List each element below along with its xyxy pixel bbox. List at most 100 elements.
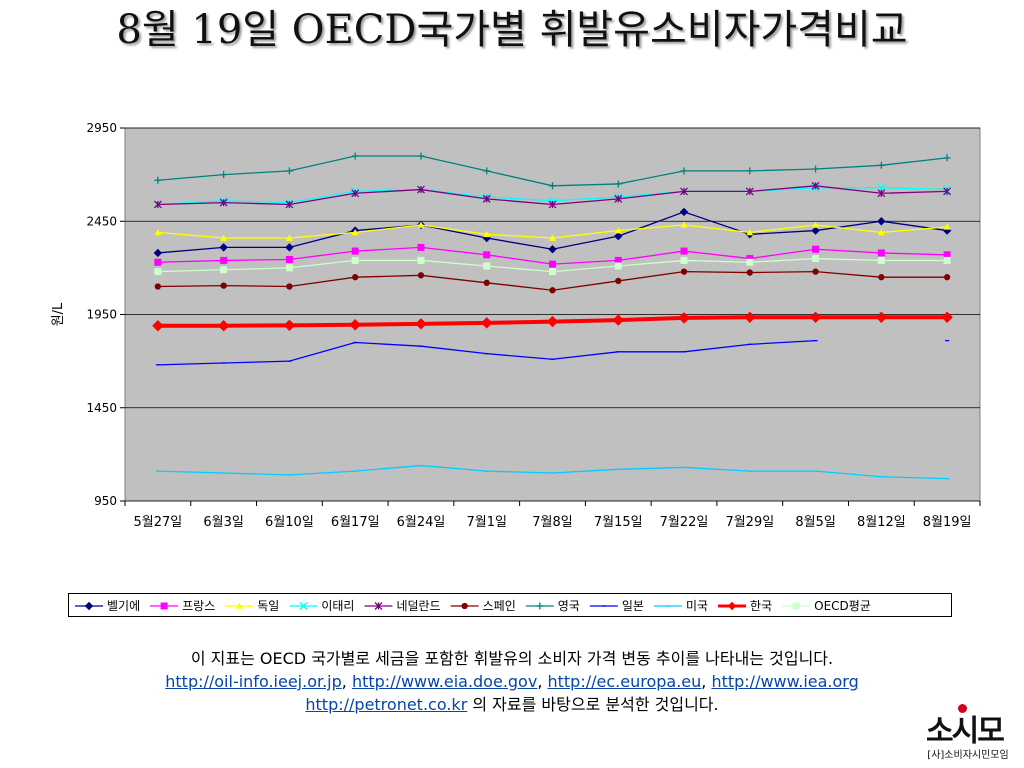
legend-label: 독일 [257,599,279,613]
data-point [941,311,953,324]
caption: 이 지표는 OECD 국가별로 세금을 포함한 휘발유의 소비자 가격 변동 추… [60,647,964,716]
data-point [417,243,425,251]
data-point [812,268,819,275]
data-point [351,247,359,255]
data-point [877,228,885,236]
data-point [481,317,493,329]
legend-entry: OECD평균 [782,599,871,613]
data-point [615,277,622,285]
data-point [680,268,688,275]
legend-label: 미국 [686,599,708,613]
data-point [792,602,800,610]
data-point [612,314,624,326]
data-point [943,274,951,281]
data-point [549,268,556,276]
logo-red-dot [958,704,967,713]
data-point [374,602,383,610]
legend-entry: 이태리 [289,599,354,613]
x-tick-label: 8월12일 [857,515,906,530]
data-point [283,319,296,332]
data-point [154,176,162,184]
data-point [811,181,820,190]
legend-entry: 스페인 [450,599,516,613]
series-프랑스 [154,243,951,268]
x-tick-label: 7월8일 [532,515,572,530]
legend-label: 벨기에 [107,599,140,613]
data-point [746,255,754,263]
y-tick-label: 1950 [86,308,117,322]
data-point [878,274,885,281]
slide-title: 8월 19일 OECD국가별 휘발유소비자가격비교 [116,7,908,53]
series-영국 [154,152,951,190]
y-tick-label: 1450 [86,401,117,415]
data-point [614,262,622,270]
x-tick-label: 6월3일 [203,515,243,530]
link-separator: , [701,672,712,691]
caption-suffix: 의 자료를 바탕으로 분석한 것입니다. [467,695,719,714]
data-point [220,266,228,274]
x-tick-label: 7월22일 [660,515,709,530]
data-point [943,154,951,162]
link-oil-info[interactable]: http://oil-info.ieej.or.jp [165,672,342,691]
data-point [548,200,557,209]
data-point [160,602,168,610]
data-point [417,272,425,279]
x-tick-label: 7월15일 [594,515,643,530]
chart-legend: 벨기에 프랑스 독일 이태리 네덜란드 스페인 영국 일본 미국 한국 OECD평균 [68,593,952,617]
data-point [614,194,623,203]
legend-entry: 한국 [718,599,772,613]
link-ec-europa[interactable]: http://ec.europa.eu [547,672,702,691]
series-일본 [155,339,950,366]
link-separator: , [341,672,352,691]
caption-line-1: 이 지표는 OECD 국가별로 세금을 포함한 휘발유의 소비자 가격 변동 추… [190,649,834,668]
y-tick-label: 950 [94,494,117,508]
caption-line-3: http://petronet.co.kr 의 자료를 바탕으로 분석한 것입니… [60,693,964,716]
legend-label: 영국 [558,599,580,613]
y-tick-label: 2450 [86,214,117,228]
data-point [680,247,688,255]
data-point [548,196,557,205]
data-point [546,315,559,328]
data-point [614,256,622,264]
legend-entry: 영국 [525,599,580,613]
data-point [680,221,688,228]
line-chart: 950 1450 1950 2450 2950 5월27일 6월3일 6월10일 6월17일 6월… [51,121,981,530]
data-point [549,287,556,294]
x-tick-label: 6월24일 [397,515,446,530]
data-point [220,256,228,264]
data-point [746,228,754,236]
data-point [877,161,885,169]
data-point [549,234,556,241]
data-point [746,167,754,175]
data-point [154,268,162,276]
legend-entry: 일본 [589,599,644,613]
data-point [812,221,820,228]
data-point [154,258,162,266]
data-point [152,319,164,332]
data-point [680,187,688,196]
data-point [680,256,688,264]
data-point [235,602,243,609]
data-point [483,279,490,286]
logo-subtitle: [사]소비자시민모임 [927,750,1009,761]
data-point [548,245,557,254]
series-미국 [155,464,950,480]
data-point [219,198,228,207]
data-point [744,311,756,324]
data-point [877,183,886,192]
data-point [678,312,690,324]
link-eia[interactable]: http://www.eia.doe.gov [351,672,538,691]
data-point [943,187,952,196]
data-point [417,221,425,228]
x-tick-label: 6월10일 [265,515,314,530]
data-point [746,258,754,266]
data-point [745,187,754,196]
link-iea[interactable]: http://www.iea.org [711,672,859,691]
data-point [415,318,427,330]
x-tick-label: 8월19일 [923,515,972,530]
legend-label: OECD평균 [814,599,871,613]
data-point [299,602,308,610]
data-point [154,283,162,290]
data-point [351,256,359,264]
link-petronet[interactable]: http://petronet.co.kr [305,695,468,714]
